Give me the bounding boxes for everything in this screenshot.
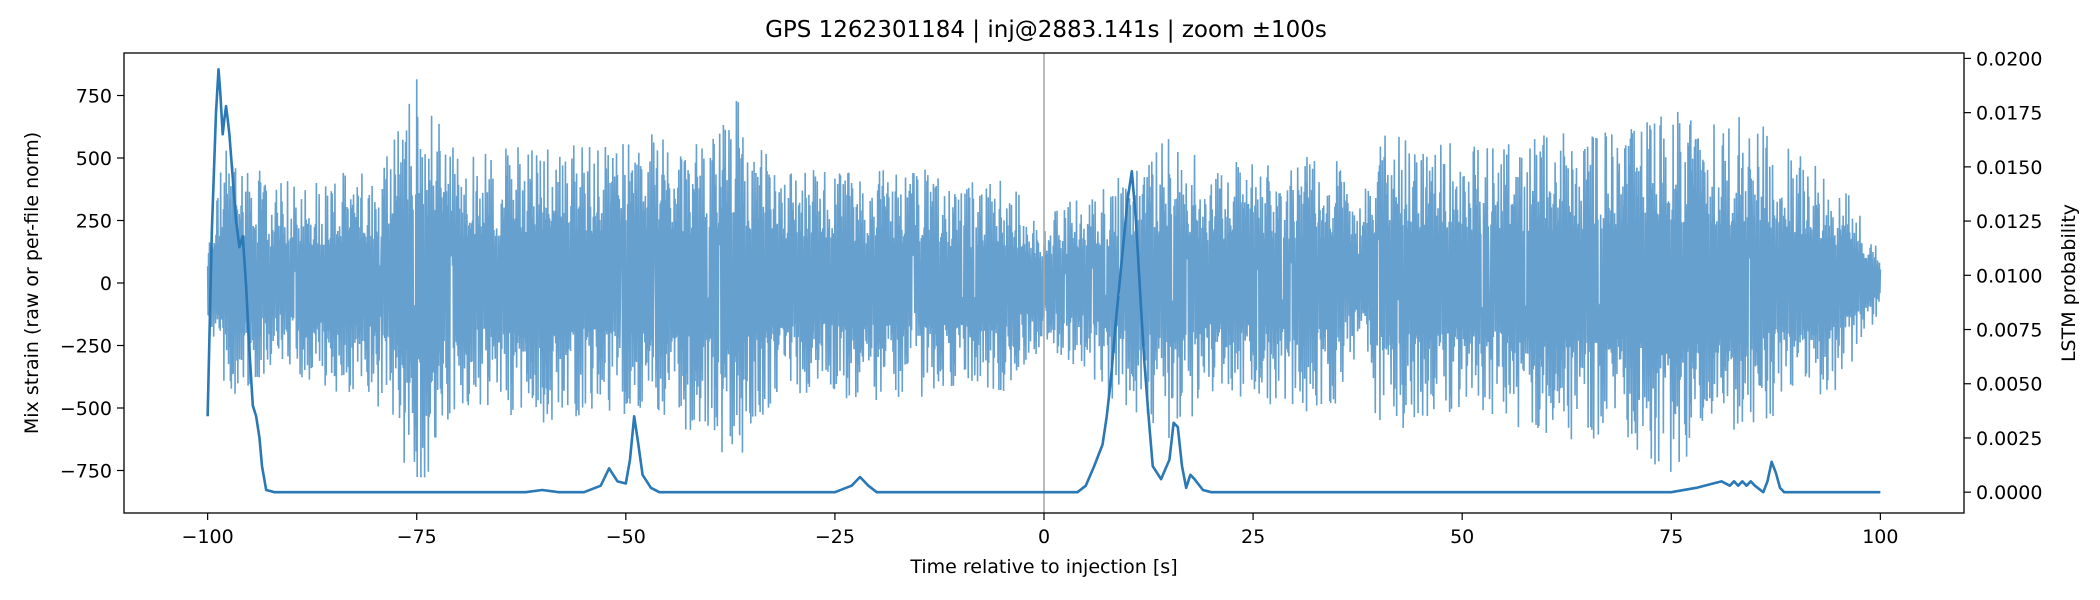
y-left-tick-label: 750 [76,86,112,108]
y-left-tick-label: −500 [60,398,112,420]
x-tick-label: 75 [1659,526,1683,548]
y-right-tick-label: 0.0125 [1976,211,2042,233]
probability-series-layer [206,67,1881,494]
y-left-tick-label: 0 [100,273,112,295]
y-right-tick-label: 0.0025 [1976,428,2042,450]
x-tick-label: −50 [606,526,646,548]
x-axis: −100 −75 −50 −25 0 25 50 75 100 [182,513,1898,548]
y-right-tick-label: 0.0075 [1976,320,2042,342]
x-tick-label: −100 [182,526,234,548]
x-tick-label: 0 [1038,526,1050,548]
x-tick-label: 100 [1862,526,1898,548]
y-left-tick-label: −750 [60,461,112,483]
y-right-axis: 0.0000 0.0025 0.0050 0.0075 0.0100 0.0125 0.01… [1964,48,2042,504]
y-right-tick-label: 0.0150 [1976,157,2042,179]
chart-title: GPS 1262301184 | inj@2883.141s | zoom ±1… [765,17,1327,43]
x-tick-label: −75 [397,526,437,548]
y-left-axis: −750 −500 −250 0 250 500 750 [60,86,124,483]
probability-series-line [206,67,1881,494]
x-tick-label: −25 [815,526,855,548]
y-right-axis-title: LSTM probability [2058,204,2080,362]
y-left-tick-label: 500 [76,148,112,170]
plot-area [206,53,1882,513]
y-left-tick-label: 250 [76,211,112,233]
y-left-tick-label: −250 [60,336,112,358]
y-right-tick-label: 0.0100 [1976,265,2042,287]
y-right-tick-label: 0.0175 [1976,103,2042,125]
x-tick-label: 50 [1450,526,1474,548]
y-left-axis-title: Mix strain (raw or per-file norm) [21,132,43,434]
y-right-tick-label: 0.0000 [1976,482,2042,504]
y-right-tick-label: 0.0050 [1976,374,2042,396]
x-axis-title: Time relative to injection [s] [909,556,1177,578]
x-tick-label: 25 [1241,526,1265,548]
y-right-tick-label: 0.0200 [1976,48,2042,70]
